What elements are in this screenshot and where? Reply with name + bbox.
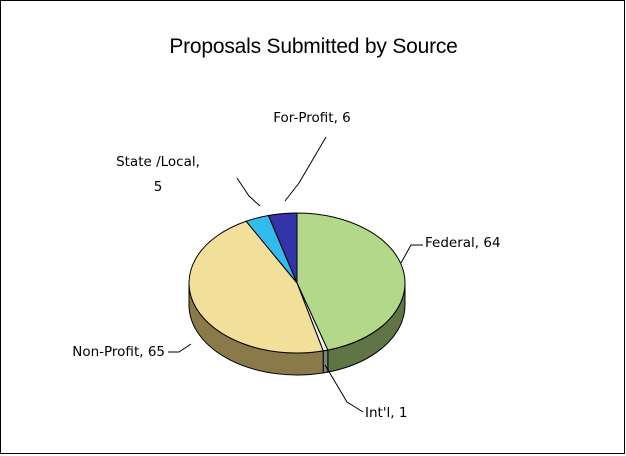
leader-line xyxy=(324,364,364,413)
data-label: For-Profit, 6 xyxy=(273,110,351,126)
pie-slices xyxy=(188,212,406,354)
pie-slice-federal xyxy=(296,212,406,351)
data-label: Federal, 64 xyxy=(425,235,501,251)
pie-slice-for-profit xyxy=(267,212,298,284)
leader-line xyxy=(284,136,327,202)
leader-line xyxy=(168,343,192,353)
data-label: Int'l, 1 xyxy=(365,405,407,421)
data-label: 5 xyxy=(154,179,163,195)
data-label: State /Local, xyxy=(116,154,200,170)
data-labels: Federal, 64 Int'l, 1 Non-Profit, 65 State /… xyxy=(72,110,500,421)
pie-slice-non-profit xyxy=(188,220,324,354)
leader-line xyxy=(236,177,261,207)
chart-title: Proposals Submitted by Source xyxy=(169,35,458,58)
leader-line xyxy=(400,244,423,264)
data-label: Non-Profit, 65 xyxy=(72,344,165,360)
